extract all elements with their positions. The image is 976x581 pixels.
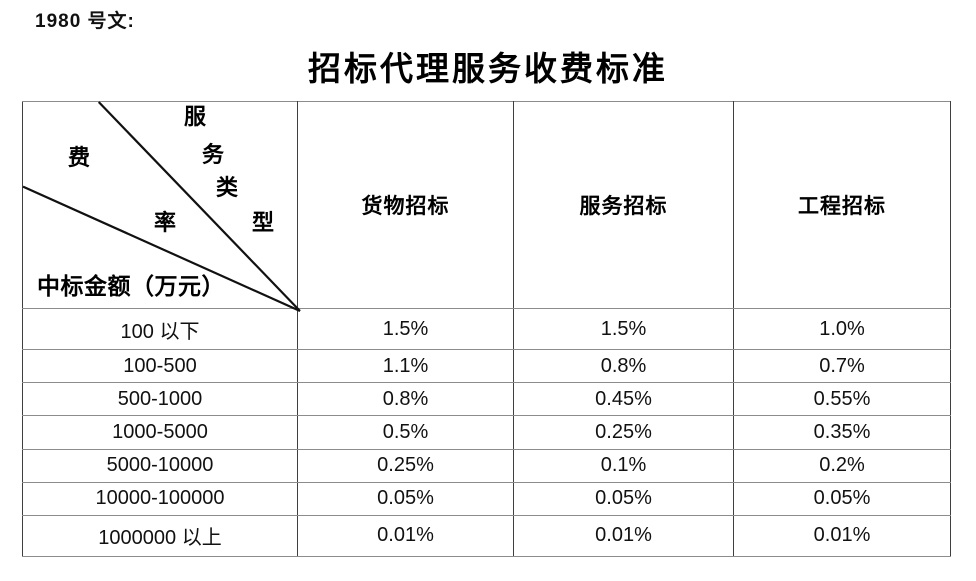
- amount-range-cell: 1000-5000: [22, 415, 298, 450]
- fee-value-cell: 1.0%: [733, 307, 951, 351]
- fee-value-cell: 0.45%: [513, 382, 734, 417]
- amount-range-cell: 100 以下: [22, 307, 298, 351]
- page-title: 招标代理服务收费标准: [308, 52, 668, 88]
- fee-value-cell: 0.01%: [297, 514, 514, 558]
- corner-char-rate-2: 率: [154, 210, 177, 235]
- fee-table: 服 务 类 型 费 率 中标金额（万元） 货物招标 服务招标 工程招标 100 …: [22, 101, 951, 558]
- corner-char-type-2: 务: [202, 142, 225, 167]
- fee-value-cell: 0.01%: [513, 514, 734, 558]
- corner-char-type-1: 服: [184, 104, 207, 129]
- corner-char-type-3: 类: [216, 175, 239, 200]
- fee-value-cell: 1.5%: [297, 307, 514, 351]
- table-row: 100-500 1.1% 0.8% 0.7%: [22, 349, 951, 384]
- fee-value-cell: 0.2%: [733, 448, 951, 483]
- table-row: 100 以下 1.5% 1.5% 1.0%: [22, 307, 951, 351]
- amount-range-cell: 100-500: [22, 349, 298, 384]
- fee-value-cell: 1.5%: [513, 307, 734, 351]
- column-header-goods: 货物招标: [297, 101, 514, 309]
- fee-value-cell: 0.25%: [297, 448, 514, 483]
- table-row: 10000-100000 0.05% 0.05% 0.05%: [22, 481, 951, 516]
- corner-char-type-4: 型: [252, 210, 275, 235]
- corner-cell: 服 务 类 型 费 率 中标金额（万元）: [22, 101, 301, 312]
- fee-value-cell: 1.1%: [297, 349, 514, 384]
- column-header-service: 服务招标: [513, 101, 734, 309]
- amount-range-cell: 1000000 以上: [22, 514, 298, 558]
- fee-value-cell: 0.5%: [297, 415, 514, 450]
- table-row: 1000000 以上 0.01% 0.01% 0.01%: [22, 514, 951, 558]
- fee-value-cell: 0.8%: [297, 382, 514, 417]
- fee-value-cell: 0.55%: [733, 382, 951, 417]
- table-row: 1000-5000 0.5% 0.25% 0.35%: [22, 415, 951, 450]
- fee-value-cell: 0.05%: [513, 481, 734, 516]
- table-row: 5000-10000 0.25% 0.1% 0.2%: [22, 448, 951, 483]
- fee-value-cell: 0.25%: [513, 415, 734, 450]
- amount-range-cell: 10000-100000: [22, 481, 298, 516]
- fee-value-cell: 0.01%: [733, 514, 951, 558]
- corner-amount-label: 中标金额（万元）: [37, 274, 225, 299]
- table-header-row: 服 务 类 型 费 率 中标金额（万元） 货物招标 服务招标 工程招标: [22, 101, 951, 312]
- fee-value-cell: 0.7%: [733, 349, 951, 384]
- fee-value-cell: 0.8%: [513, 349, 734, 384]
- diagonal-lines: [22, 101, 301, 312]
- amount-range-cell: 5000-10000: [22, 448, 298, 483]
- fee-value-cell: 0.1%: [513, 448, 734, 483]
- table-row: 500-1000 0.8% 0.45% 0.55%: [22, 382, 951, 417]
- doc-number: 1980 号文:: [35, 11, 135, 32]
- amount-range-cell: 500-1000: [22, 382, 298, 417]
- corner-char-rate-1: 费: [68, 145, 91, 170]
- fee-value-cell: 0.35%: [733, 415, 951, 450]
- fee-value-cell: 0.05%: [297, 481, 514, 516]
- fee-value-cell: 0.05%: [733, 481, 951, 516]
- column-header-engineering: 工程招标: [733, 101, 951, 309]
